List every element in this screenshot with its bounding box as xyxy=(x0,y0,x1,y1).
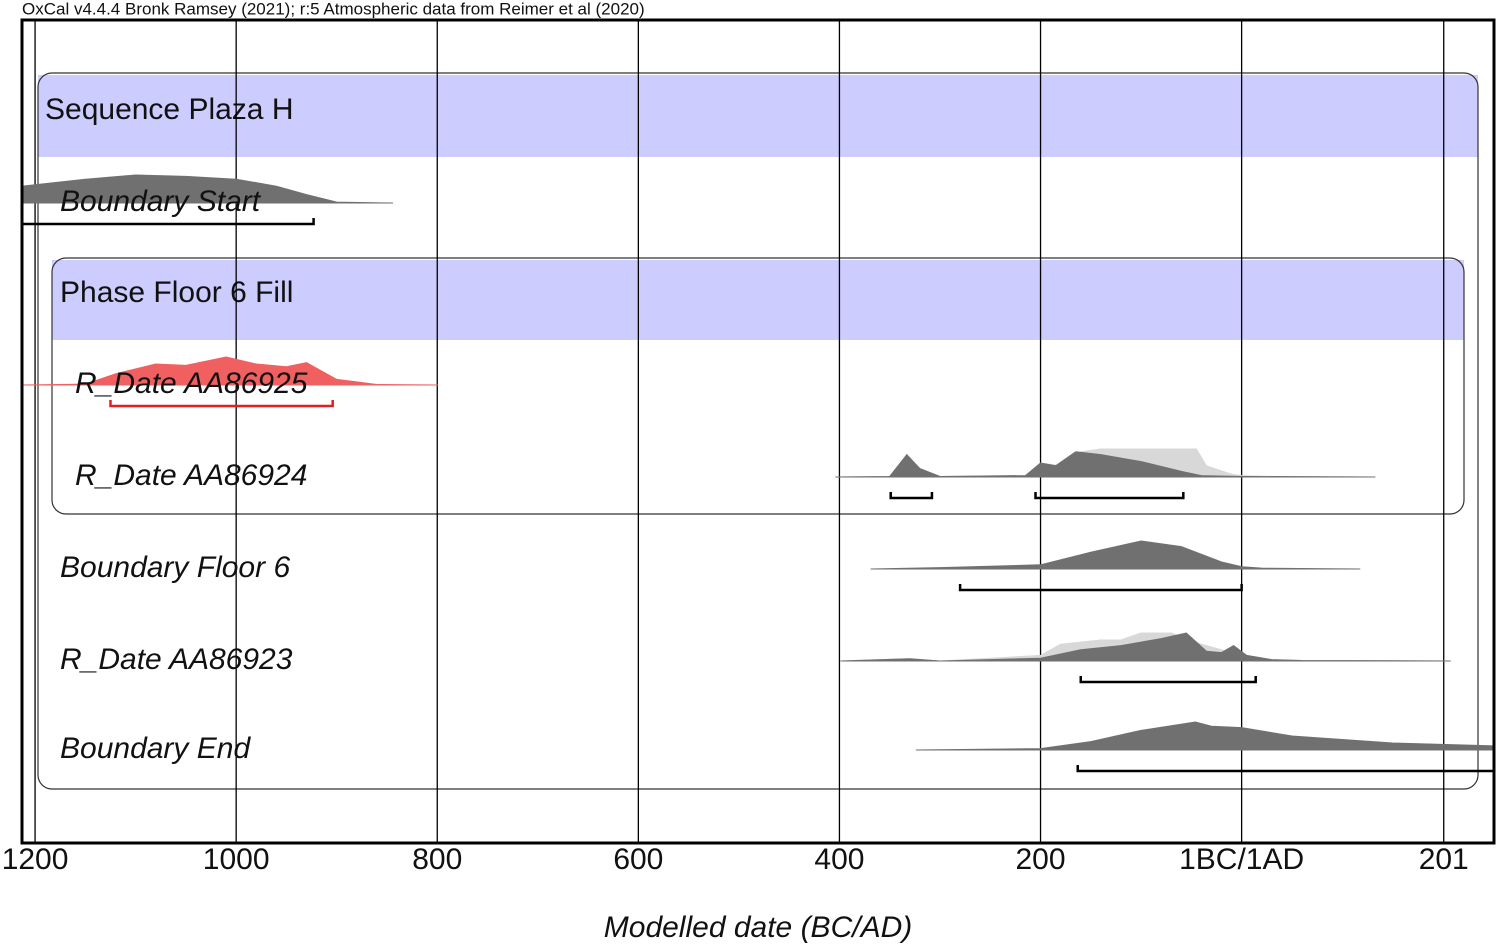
row-label: R_Date AA86925 xyxy=(75,367,308,400)
posterior-distribution xyxy=(835,451,1376,478)
plot-frame xyxy=(20,18,1496,845)
x-tick-label: 800 xyxy=(412,843,462,876)
x-tick-label: 200 xyxy=(1016,843,1066,876)
chart-title: OxCal v4.4.4 Bronk Ramsey (2021); r:5 At… xyxy=(22,0,645,18)
posterior-distribution xyxy=(915,721,1495,751)
row-label: Boundary End xyxy=(60,732,251,765)
posterior-distribution xyxy=(870,540,1361,570)
row-label: Boundary Floor 6 xyxy=(60,551,290,584)
x-tick-label: 600 xyxy=(613,843,663,876)
x-tick-label: 201 xyxy=(1419,843,1469,876)
row-label: R_Date AA86923 xyxy=(60,643,293,676)
range-bracket xyxy=(889,492,934,500)
x-tick-label: 1000 xyxy=(203,843,270,876)
group-box xyxy=(51,257,1465,515)
range-bracket xyxy=(1079,676,1257,684)
range-bracket xyxy=(958,584,1243,592)
x-tick-label: 1BC/1AD xyxy=(1179,843,1304,876)
row-label: R_Date AA86924 xyxy=(75,459,307,492)
row-label: Boundary Start xyxy=(60,185,262,218)
posterior-distribution xyxy=(21,356,439,386)
x-axis-label: Modelled date (BC/AD) xyxy=(604,911,912,944)
group-label: Sequence Plaza H xyxy=(45,93,294,126)
x-tick-label: 400 xyxy=(814,843,864,876)
group-band xyxy=(52,260,1464,340)
range-bracket xyxy=(109,400,334,408)
range-bracket xyxy=(20,218,315,226)
group-label: Phase Floor 6 Fill xyxy=(60,276,293,309)
x-tick-label: 1200 xyxy=(2,843,69,876)
posterior-distribution xyxy=(840,632,1451,662)
range-bracket xyxy=(1076,765,1496,773)
posterior-distribution xyxy=(21,174,394,204)
group-band xyxy=(38,75,1478,157)
range-bracket xyxy=(1034,492,1185,500)
group-box xyxy=(37,72,1479,790)
